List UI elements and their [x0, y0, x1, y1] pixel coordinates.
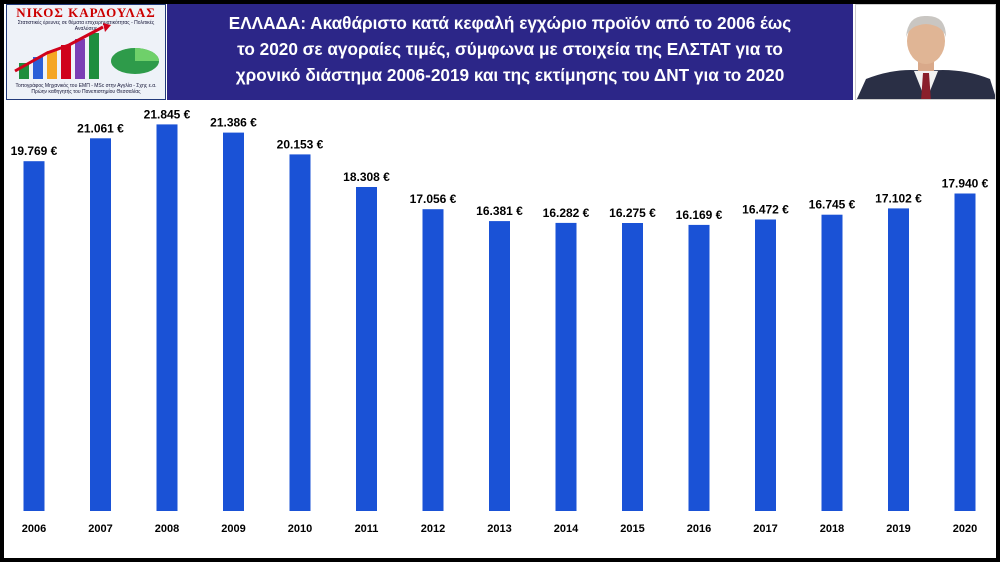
logo-footer: Τοπογράφος Μηχανικός του ΕΜΠ - MSc στην … — [9, 83, 163, 95]
bar-2006 — [23, 161, 45, 511]
bar-2016 — [688, 224, 710, 511]
x-tick-2007: 2007 — [88, 523, 112, 535]
data-label-2012: 17.056 € — [410, 192, 457, 206]
data-label-2014: 16.282 € — [543, 206, 590, 220]
x-tick-2014: 2014 — [554, 523, 579, 535]
x-tick-2018: 2018 — [820, 523, 844, 535]
bar-2019 — [888, 208, 909, 511]
x-tick-2019: 2019 — [886, 523, 910, 535]
data-label-2015: 16.275 € — [609, 206, 656, 220]
bar-2008 — [156, 124, 178, 512]
bar-2015 — [622, 223, 643, 511]
bar-2007 — [90, 138, 111, 512]
title-line-3: χρονικό διάστημα 2006-2019 και της εκτίμ… — [235, 65, 785, 85]
bar-2012 — [422, 209, 444, 511]
data-label-2020: 17.940 € — [942, 177, 989, 191]
title-line-1: ΕΛΛΑΔΑ: Ακαθάριστο κατά κεφαλή εγχώριο π… — [228, 13, 792, 33]
slide-frame: ΝΙΚΟΣ ΚΑΡΔΟΥΛΑΣ Στατιστικές έρευνες σε θ… — [4, 4, 996, 558]
page-title: ΕΛΛΑΔΑ: Ακαθάριστο κατά κεφαλή εγχώριο π… — [167, 4, 853, 100]
x-tick-2006: 2006 — [22, 523, 46, 535]
bar-2009 — [223, 132, 244, 511]
title-line-2: το 2020 σε αγοραίες τιμές, σύμφωνα με στ… — [237, 39, 783, 59]
portrait-icon — [856, 5, 995, 99]
bar-chart: 19.769 € 2006 21.061 € 2007 21.845 € 2008 21.3… — [11, 107, 989, 535]
data-label-2019: 17.102 € — [875, 191, 922, 205]
logo-subtitle: Στατιστικές έρευνες σε θέματα επιχειρημα… — [17, 20, 155, 32]
bar-2010 — [289, 154, 311, 511]
x-tick-2020: 2020 — [953, 523, 977, 535]
logo-name: ΝΙΚΟΣ ΚΑΡΔΟΥΛΑΣ — [16, 5, 156, 20]
data-label-2008: 21.845 € — [144, 107, 191, 121]
x-tick-2008: 2008 — [155, 523, 179, 535]
data-label-2006: 19.769 € — [11, 144, 58, 158]
x-tick-2013: 2013 — [487, 523, 511, 535]
data-label-2018: 16.745 € — [809, 198, 856, 212]
data-label-2017: 16.472 € — [742, 203, 789, 217]
x-tick-2016: 2016 — [687, 523, 711, 535]
bar-2018 — [821, 214, 843, 511]
portrait-photo — [855, 4, 996, 100]
bar-2017 — [755, 219, 776, 511]
logo-graphic-icon — [14, 23, 159, 79]
logo-footer-line2: Πρώην καθηγητής του Πανεπιστημίου Θεσσαλ… — [31, 89, 141, 95]
bar-2011 — [356, 187, 377, 511]
x-tick-2012: 2012 — [421, 523, 445, 535]
data-label-2013: 16.381 € — [476, 204, 523, 218]
chart-area: 19.769 € 2006 21.061 € 2007 21.845 € 2008 21.3… — [4, 104, 996, 558]
bar-2013 — [489, 221, 510, 511]
logo: ΝΙΚΟΣ ΚΑΡΔΟΥΛΑΣ Στατιστικές έρευνες σε θ… — [6, 4, 166, 100]
data-label-2007: 21.061 € — [77, 121, 124, 135]
data-label-2009: 21.386 € — [210, 116, 257, 130]
logo-footer-line1: Τοπογράφος Μηχανικός του ΕΜΠ - MSc στην … — [15, 83, 157, 89]
data-label-2010: 20.153 € — [277, 137, 324, 151]
header: ΝΙΚΟΣ ΚΑΡΔΟΥΛΑΣ Στατιστικές έρευνες σε θ… — [4, 4, 996, 102]
x-tick-2009: 2009 — [221, 523, 245, 535]
bar-2014 — [555, 222, 577, 511]
x-tick-2011: 2011 — [355, 523, 379, 535]
data-label-2011: 18.308 € — [343, 170, 390, 184]
x-tick-2010: 2010 — [288, 523, 312, 535]
x-tick-2015: 2015 — [620, 523, 644, 535]
x-tick-2017: 2017 — [753, 523, 777, 535]
data-label-2016: 16.169 € — [676, 208, 723, 222]
bar-2020 — [954, 193, 976, 511]
